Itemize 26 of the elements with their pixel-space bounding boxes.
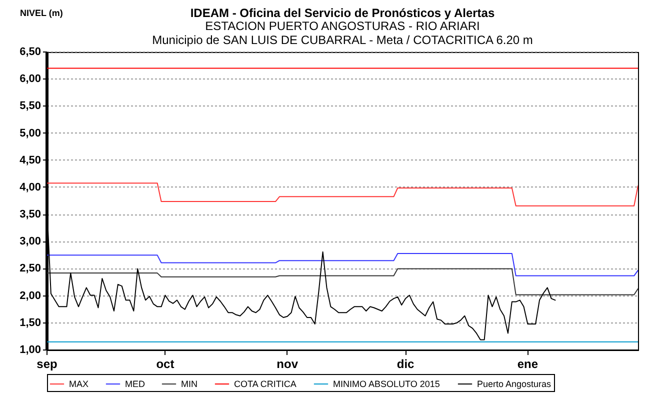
x-tick-label: sep bbox=[36, 357, 58, 371]
y-tick-label: 3,50 bbox=[20, 208, 41, 221]
y-tick-label: 1,00 bbox=[20, 344, 41, 356]
x-tick-label: dic bbox=[396, 357, 415, 371]
x-tick-label: ene bbox=[517, 357, 538, 371]
legend-label: MINIMO ABSOLUTO 2015 bbox=[333, 379, 440, 389]
y-tick-label: 4,50 bbox=[20, 154, 41, 166]
y-tick-label: 5,00 bbox=[20, 127, 41, 140]
chart-subtitle: ESTACION PUERTO ANGOSTURAS - RIO ARIARI Municipio de SAN LUIS DE CUBARRAL - Meta / COTACRITICA 6.20 m bbox=[152, 19, 533, 47]
y-tick-label: 6,00 bbox=[20, 73, 41, 86]
y-tick-label: 2,50 bbox=[20, 262, 41, 275]
y-tick-label: 6,50 bbox=[20, 46, 41, 58]
chart-title: IDEAM - Oficina del Servicio de Pronósticos y Alertas bbox=[190, 6, 495, 20]
y-tick-label: 5,50 bbox=[20, 100, 41, 112]
y-tick-label: 3,00 bbox=[20, 236, 41, 248]
x-tick-label: nov bbox=[276, 357, 298, 371]
legend-label: COTA CRITICA bbox=[234, 379, 296, 389]
y-axis-title: NIVEL (m) bbox=[20, 8, 63, 18]
x-tick-label: oct bbox=[156, 357, 174, 371]
y-tick-label: 2,00 bbox=[20, 290, 41, 302]
legend-label: MAX bbox=[69, 379, 89, 389]
legend-label: MED bbox=[125, 379, 146, 389]
legend-label: MIN bbox=[181, 379, 198, 389]
y-tick-label: 1,50 bbox=[20, 316, 41, 329]
y-tick-label: 4,00 bbox=[20, 181, 41, 194]
legend-label: Puerto Angosturas bbox=[477, 379, 552, 389]
